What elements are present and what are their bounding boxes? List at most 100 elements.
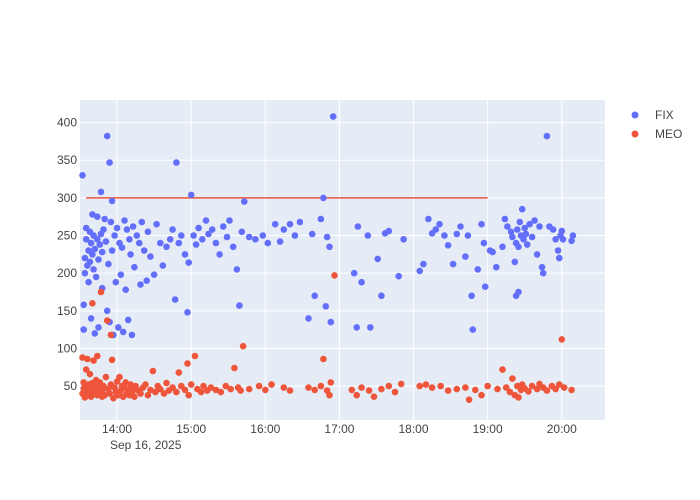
data-point (478, 391, 485, 399)
data-point (493, 263, 500, 271)
data-point (89, 300, 96, 307)
data-point (133, 232, 141, 239)
data-point (128, 331, 136, 339)
data-point (108, 356, 116, 364)
data-point (175, 369, 183, 376)
data-point (252, 236, 259, 243)
data-point (515, 243, 522, 251)
data-point (178, 232, 185, 239)
data-point (525, 388, 532, 395)
data-point (227, 385, 234, 393)
data-point (89, 211, 96, 218)
data-point (245, 233, 253, 241)
data-point (169, 226, 176, 233)
y-tick-label: 200 (57, 266, 77, 280)
data-point (100, 226, 107, 233)
legend-item-meo[interactable]: MEO (631, 127, 683, 141)
data-point (137, 281, 144, 288)
data-point (236, 302, 243, 309)
data-point (95, 256, 102, 263)
data-point (552, 385, 559, 393)
data-point (137, 390, 144, 397)
data-point (474, 266, 482, 273)
series-fix (79, 113, 577, 339)
legend[interactable]: FIX MEO (631, 108, 683, 141)
data-point (556, 381, 563, 388)
data-point (317, 382, 325, 390)
data-point (86, 370, 94, 378)
data-point (499, 243, 506, 251)
data-point (157, 239, 164, 247)
data-point (494, 385, 501, 393)
data-point (85, 278, 92, 286)
data-point (92, 273, 100, 281)
data-point (199, 236, 206, 243)
data-point (169, 384, 176, 391)
data-point (480, 239, 488, 247)
y-tick-label: 50 (64, 379, 78, 393)
x-tick-label: 16:00 (250, 422, 280, 436)
data-point (87, 315, 95, 322)
data-point (231, 364, 238, 372)
data-point (157, 385, 164, 393)
legend-label: FIX (655, 108, 674, 122)
x-tick-label: 14:00 (102, 422, 132, 436)
data-point (103, 307, 111, 315)
data-point (358, 278, 365, 286)
data-point (223, 233, 231, 241)
data-point (131, 263, 138, 271)
legend-item-fix[interactable]: FIX (631, 108, 674, 122)
data-point (558, 227, 566, 235)
data-point (378, 385, 385, 393)
data-point (364, 232, 372, 239)
data-point (453, 230, 461, 238)
data-point (108, 197, 116, 205)
data-point (453, 385, 461, 393)
data-point (521, 224, 528, 232)
y-tick-label: 400 (57, 116, 77, 130)
data-point (502, 384, 510, 391)
data-point (94, 213, 101, 220)
data-point (478, 220, 485, 228)
data-point (462, 384, 469, 391)
data-point (84, 355, 91, 363)
data-point (94, 236, 101, 243)
data-point (106, 159, 113, 166)
data-point (238, 228, 246, 236)
data-point (100, 382, 107, 390)
data-point (449, 260, 457, 268)
data-point (144, 228, 152, 236)
data-point (96, 241, 104, 248)
data-point (552, 236, 559, 243)
data-point (150, 271, 158, 279)
legend-marker (631, 111, 639, 119)
data-point (149, 367, 157, 375)
data-point (469, 326, 477, 333)
data-point (160, 390, 168, 397)
data-point (184, 360, 191, 367)
data-point (103, 317, 111, 324)
data-point (536, 223, 543, 230)
y-tick-label: 350 (57, 153, 77, 167)
data-point (102, 373, 110, 381)
data-point (358, 384, 365, 391)
data-point (515, 394, 522, 401)
data-point (549, 226, 557, 233)
data-point (217, 388, 225, 396)
data-point (205, 230, 212, 238)
data-point (105, 260, 112, 268)
data-point (397, 380, 405, 388)
data-point (207, 384, 215, 391)
data-point (516, 218, 524, 226)
data-point (326, 391, 333, 399)
data-point (425, 215, 432, 223)
data-point (181, 251, 189, 258)
data-point (80, 301, 87, 309)
data-point (185, 259, 192, 266)
x-tick-label: 20:00 (547, 422, 577, 436)
data-point (159, 262, 167, 269)
data-point (216, 251, 223, 258)
data-point (515, 288, 522, 296)
data-point (311, 292, 319, 300)
data-point (509, 233, 516, 241)
